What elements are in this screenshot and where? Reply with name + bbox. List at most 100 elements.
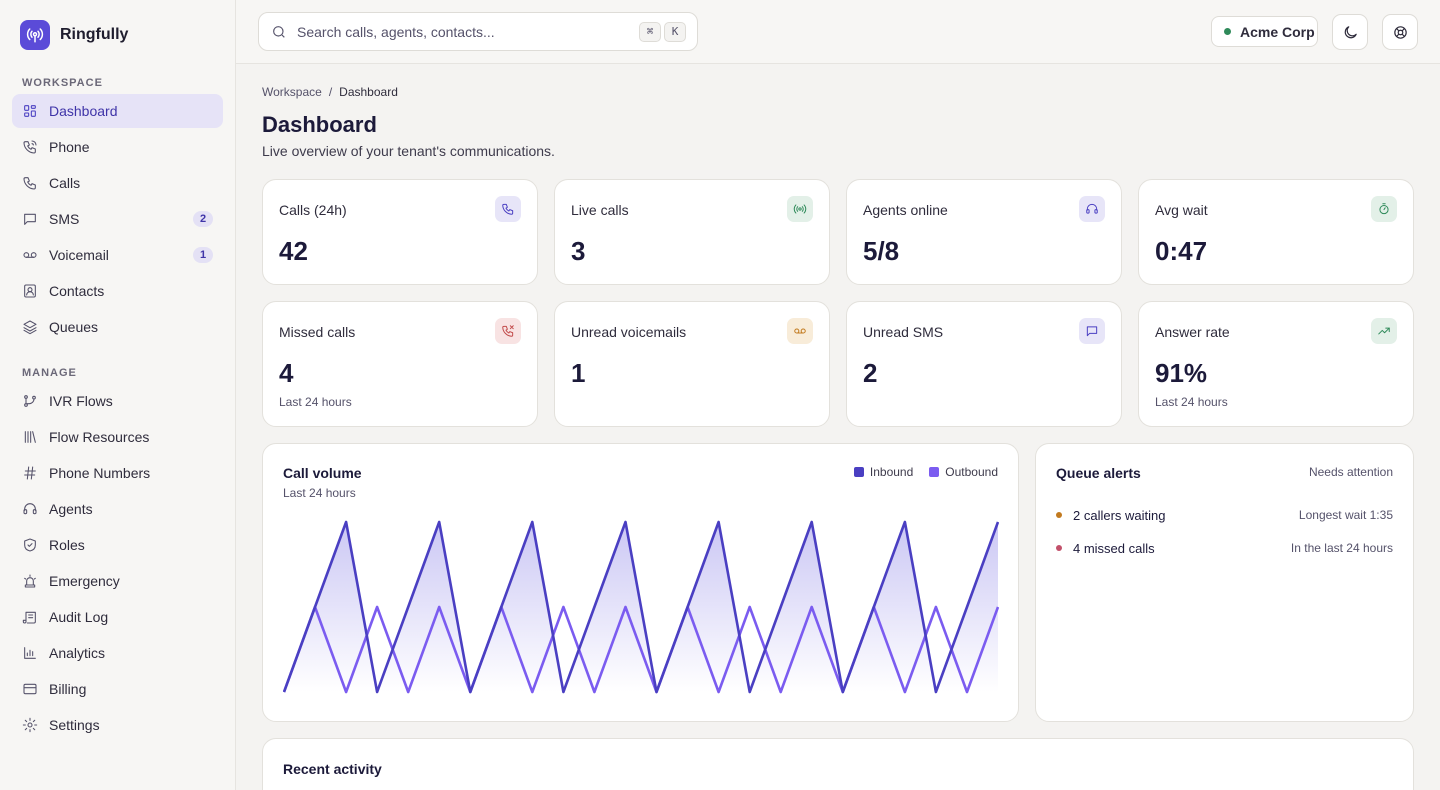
shield-icon — [22, 537, 38, 553]
stat-sub: Last 24 hours — [279, 395, 352, 409]
sidebar-item-label: Billing — [49, 681, 87, 697]
stat-card[interactable]: Unread voicemails 1 — [554, 301, 830, 427]
sidebar-item-badge: 1 — [193, 247, 213, 263]
alert-meta: In the last 24 hours — [1290, 541, 1393, 555]
sidebar-item-billing[interactable]: Billing — [12, 672, 223, 706]
stat-value: 5/8 — [863, 236, 900, 266]
stat-card[interactable]: Answer rate 91% Last 24 hours — [1138, 301, 1414, 427]
sidebar-item-label: Settings — [49, 717, 100, 733]
shortcut-key-k: K — [664, 22, 686, 42]
legend-outbound-swatch — [929, 467, 940, 477]
page-subtitle: Live overview of your tenant's communica… — [262, 143, 555, 159]
stat-value: 1 — [571, 358, 586, 388]
sidebar-item-analytics[interactable]: Analytics — [12, 636, 223, 670]
search-placeholder: Search calls, agents, contacts... — [297, 23, 495, 40]
stat-value: 91% — [1155, 358, 1208, 388]
sidebar-item-calls[interactable]: Calls — [12, 166, 223, 200]
stat-label: Live calls — [571, 202, 629, 218]
stat-value: 3 — [571, 236, 586, 266]
breadcrumb-separator: / — [328, 85, 333, 99]
queue-alerts-card: Queue alerts Needs attention 2 callers w… — [1035, 443, 1414, 722]
search-input[interactable]: Search calls, agents, contacts... ⌘ K — [258, 12, 698, 51]
sidebar-item-dashboard[interactable]: Dashboard — [12, 94, 223, 128]
call-volume-subtitle: Last 24 hours — [283, 486, 356, 500]
stat-value: 2 — [863, 358, 878, 388]
branch-icon — [22, 393, 38, 409]
trending-up-icon — [1371, 318, 1397, 344]
stat-label: Unread voicemails — [571, 324, 687, 340]
top-bar: Search calls, agents, contacts... ⌘ K Ac… — [236, 0, 1440, 64]
queue-alerts-title: Queue alerts — [1056, 465, 1141, 481]
layers-icon — [22, 319, 38, 335]
alert-meta: Longest wait 1:35 — [1298, 508, 1393, 522]
phone-icon — [22, 175, 38, 191]
stat-card[interactable]: Unread SMS 2 — [846, 301, 1122, 427]
alert-row-missed[interactable]: 4 missed calls In the last 24 hours — [1056, 538, 1393, 558]
gear-icon — [22, 717, 38, 733]
sidebar-item-label: Contacts — [49, 283, 105, 299]
sidebar-item-agents[interactable]: Agents — [12, 492, 223, 526]
sidebar-item-roles[interactable]: Roles — [12, 528, 223, 562]
sidebar-item-voicemail[interactable]: Voicemail 1 — [12, 238, 223, 272]
contacts-icon — [22, 283, 38, 299]
sidebar-item-phone-numbers[interactable]: Phone Numbers — [12, 456, 223, 490]
call-volume-card: Call volume Last 24 hours Inbound Outbou… — [262, 443, 1019, 722]
stat-card[interactable]: Agents online 5/8 — [846, 179, 1122, 285]
sidebar-item-ivr-flows[interactable]: IVR Flows — [12, 384, 223, 418]
theme-toggle-button[interactable] — [1332, 14, 1368, 50]
sidebar-item-label: Roles — [49, 537, 85, 553]
stat-value: 42 — [279, 236, 308, 266]
sidebar-item-queues[interactable]: Queues — [12, 310, 223, 344]
tenant-name: Acme Corp — [1240, 23, 1315, 40]
stat-card[interactable]: Live calls 3 — [554, 179, 830, 285]
stat-sub: Last 24 hours — [1155, 395, 1228, 409]
siren-icon — [22, 573, 38, 589]
broadcast-logo-icon — [20, 20, 50, 50]
sidebar: Ringfully WORKSPACE MANAGE Dashboard Phon… — [0, 0, 236, 790]
library-icon — [22, 429, 38, 445]
message-icon — [22, 211, 38, 227]
credit-card-icon — [22, 681, 38, 697]
tenant-switcher[interactable]: Acme Corp — [1211, 16, 1318, 47]
alert-text: 4 missed calls — [1073, 540, 1155, 556]
legend-inbound-swatch — [853, 467, 864, 477]
sidebar-item-label: Agents — [49, 501, 93, 517]
breadcrumb-current: Dashboard — [339, 85, 398, 99]
sidebar-item-label: Emergency — [49, 573, 120, 589]
broadcast-icon — [787, 196, 813, 222]
sidebar-item-phone[interactable]: Phone — [12, 130, 223, 164]
help-button[interactable] — [1382, 14, 1418, 50]
series-line-outbound — [283, 605, 999, 694]
sidebar-item-audit-log[interactable]: Audit Log — [12, 600, 223, 634]
message-icon — [1079, 318, 1105, 344]
legend-inbound-label: Inbound — [869, 465, 914, 479]
call-volume-chart — [283, 520, 999, 694]
brand[interactable]: Ringfully — [20, 20, 128, 50]
stat-card[interactable]: Calls (24h) 42 — [262, 179, 538, 285]
hash-icon — [22, 465, 38, 481]
breadcrumb: Workspace / Dashboard — [262, 85, 398, 99]
alert-row-waiting[interactable]: 2 callers waiting Longest wait 1:35 — [1056, 505, 1393, 525]
sidebar-item-sms[interactable]: SMS 2 — [12, 202, 223, 236]
alert-text: 2 callers waiting — [1073, 507, 1166, 523]
sidebar-item-label: Queues — [49, 319, 99, 335]
sidebar-item-badge: 2 — [193, 211, 213, 227]
call-volume-title: Call volume — [283, 465, 362, 481]
voicemail-icon — [787, 318, 813, 344]
phone-ringing-icon — [22, 139, 38, 155]
sidebar-item-settings[interactable]: Settings — [12, 708, 223, 742]
scroll-icon — [22, 609, 38, 625]
stat-card[interactable]: Missed calls 4 Last 24 hours — [262, 301, 538, 427]
stat-label: Agents online — [863, 202, 948, 218]
breadcrumb-root[interactable]: Workspace — [262, 85, 322, 99]
sidebar-item-flow-resources[interactable]: Flow Resources — [12, 420, 223, 454]
sidebar-item-contacts[interactable]: Contacts — [12, 274, 223, 308]
stat-label: Avg wait — [1155, 202, 1208, 218]
voicemail-icon — [22, 247, 38, 263]
sidebar-item-label: Phone — [49, 139, 90, 155]
stat-card[interactable]: Avg wait 0:47 — [1138, 179, 1414, 285]
sidebar-item-emergency[interactable]: Emergency — [12, 564, 223, 598]
sidebar-item-label: Flow Resources — [49, 429, 150, 445]
sidebar-item-label: Audit Log — [49, 609, 109, 625]
moon-icon — [1344, 25, 1357, 38]
